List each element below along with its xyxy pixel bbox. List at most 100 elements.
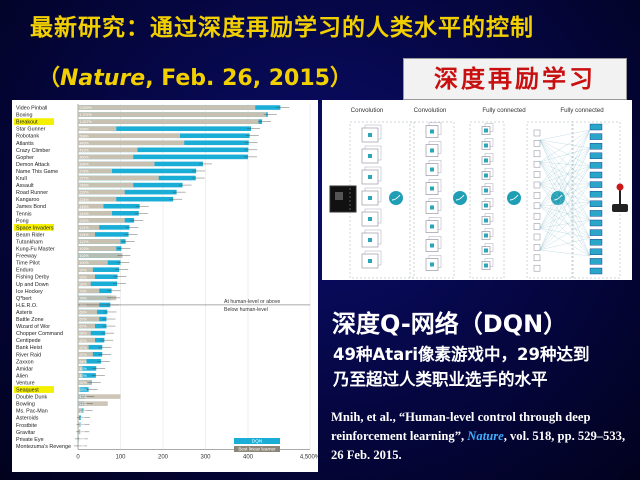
fc-connection — [539, 249, 591, 257]
linear-bar — [78, 366, 83, 371]
dqn-value-label: 2% — [80, 437, 86, 441]
linear-bar — [78, 140, 185, 146]
dqn-value-label: 62% — [80, 339, 88, 343]
fc-connection — [539, 201, 591, 229]
fc-connection — [539, 129, 591, 185]
conv2-feature-map-dot — [430, 224, 434, 229]
linear-bar — [78, 189, 125, 195]
dqn-bar — [78, 373, 96, 378]
linear-bar — [78, 387, 81, 392]
linear-bar — [78, 309, 98, 315]
fc1-unit-dot — [484, 188, 488, 193]
fc1-unit-dot — [484, 143, 488, 148]
linear-bar — [78, 246, 117, 251]
fc-connection — [539, 139, 591, 239]
game-label: Pong — [16, 218, 29, 224]
dqn-bar — [78, 344, 103, 350]
dqn-value-label: 419% — [80, 148, 90, 152]
activation-node — [389, 191, 403, 205]
output-unit — [589, 133, 603, 140]
dqn-value-label: 102% — [80, 254, 90, 258]
dqn-bar — [78, 168, 197, 174]
citation: Mnih, et al., “Human-level control throu… — [331, 408, 633, 465]
output-unit — [589, 181, 603, 188]
dqn-value-label: 42% — [80, 374, 88, 378]
linear-bar — [78, 133, 180, 139]
dqn-value-label: 92% — [80, 282, 88, 286]
game-label: Alien — [16, 373, 28, 379]
dqn-value-label: 0% — [80, 445, 86, 449]
game-label: Up and Down — [16, 282, 49, 288]
topic-badge: 深度再励学习 — [403, 58, 627, 100]
activation-curve — [391, 194, 401, 201]
x-tick-label: 100 — [115, 454, 126, 460]
output-unit — [589, 210, 603, 217]
game-label: Ice Hockey — [16, 289, 43, 295]
game-label: Frostbite — [16, 423, 37, 429]
conv2-feature-map-dot — [430, 243, 434, 248]
fc-connection — [539, 147, 591, 163]
game-label: Montezuma's Revenge — [16, 444, 71, 450]
fc-connection — [539, 183, 591, 207]
game-label: Assault — [16, 183, 34, 189]
game-label: James Bond — [16, 204, 46, 210]
game-label: Amidar — [16, 366, 33, 372]
fc-connection — [539, 139, 591, 221]
desc-line-2: 乃至超过人类职业选手的水平 — [333, 370, 548, 389]
dqn-bar — [78, 196, 174, 202]
network-diagram: Convolution Convolution Fully connected Ful… — [329, 107, 628, 279]
linear-bar — [78, 105, 256, 110]
linear-bar — [78, 168, 112, 174]
linear-bar — [78, 210, 112, 216]
linear-bar — [78, 288, 100, 294]
fc-connection — [539, 165, 591, 185]
fc2-unit — [533, 160, 541, 168]
dqn-architecture-panel: Convolution Convolution Fully connected Ful… — [322, 100, 632, 280]
fc2-unit — [533, 129, 541, 137]
linear-bar — [78, 373, 83, 378]
output-unit — [589, 238, 603, 246]
output-unit — [589, 248, 603, 256]
game-label: Star Gunner — [16, 127, 46, 133]
game-label: Krull — [16, 176, 27, 182]
dqn-value-label: 449% — [80, 141, 90, 145]
game-label: Kung-Fu Master — [16, 247, 55, 253]
output-unit — [589, 200, 603, 208]
game-label: Double Dunk — [16, 395, 47, 401]
linear-bar — [78, 281, 91, 287]
dqn-value-label: 13% — [80, 409, 88, 413]
layer-label: Convolution — [414, 107, 447, 114]
fc-connection — [539, 139, 591, 257]
dqn-value-label: 6% — [80, 423, 86, 427]
linear-bar — [78, 295, 117, 301]
dqn-value-label: 78% — [80, 296, 88, 300]
dqn-value-label: 5% — [80, 430, 86, 434]
linear-bar — [78, 175, 159, 181]
dqn-bar — [78, 387, 89, 392]
dqn-value-label: 69% — [80, 311, 88, 315]
layer-frame — [349, 121, 415, 279]
linear-bar — [78, 196, 117, 202]
fc1-unit-dot — [484, 233, 488, 238]
fc2-unit — [533, 140, 541, 147]
game-label: Crazy Climber — [16, 148, 50, 154]
fc1-unit-dot — [484, 248, 488, 253]
linear-bar — [78, 330, 91, 336]
fc-connection — [539, 201, 591, 251]
dqn-value-label: 277% — [80, 177, 90, 181]
fc-connection — [539, 201, 591, 207]
fc-connection — [539, 183, 591, 203]
dqn-bar — [78, 154, 248, 160]
game-label: Tutankham — [16, 239, 43, 245]
dqn-value-label: 32% — [80, 381, 88, 385]
fc-connection — [539, 129, 591, 141]
linear-bar — [78, 218, 125, 223]
dqn-bar — [78, 189, 177, 195]
dqn-value-label: 43% — [80, 367, 88, 371]
x-tick-label: 4,500% — [300, 454, 318, 460]
fc2-unit — [533, 192, 541, 199]
dqn-bar — [78, 147, 249, 153]
linear-bar — [78, 351, 93, 357]
fc-connection — [539, 165, 591, 251]
dqn-bar — [78, 281, 118, 287]
